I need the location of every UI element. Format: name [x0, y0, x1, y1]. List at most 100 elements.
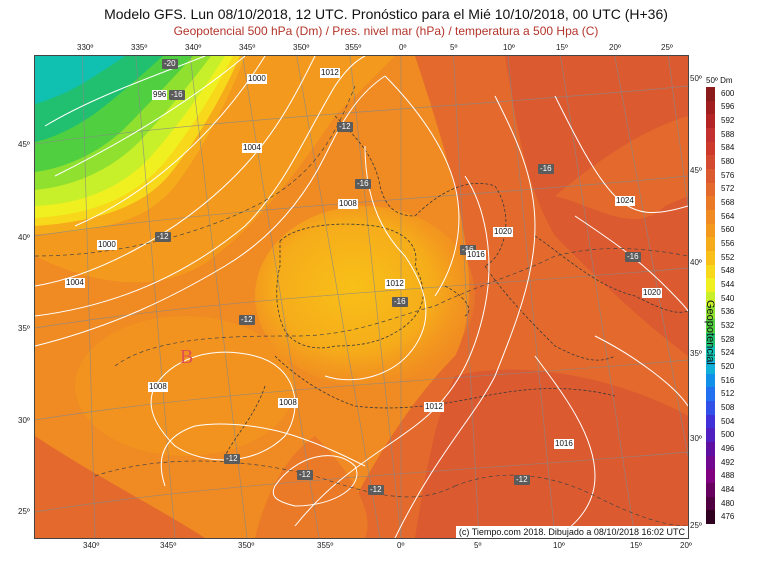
lon-bottom-label: 10º	[553, 541, 565, 550]
colorbar-level-label: 576	[721, 170, 735, 180]
colorbar-level-label: 584	[721, 143, 735, 153]
colorbar-swatch	[706, 237, 715, 251]
pressure-label: 996	[152, 90, 168, 100]
low-pressure-marker: B	[180, 346, 194, 368]
colorbar-swatch	[706, 87, 715, 101]
isobars	[35, 56, 688, 538]
colorbar-swatch	[706, 510, 715, 524]
colorbar	[706, 87, 715, 524]
temperature-label: -12	[297, 470, 313, 480]
colorbar-level-label: 540	[721, 293, 735, 303]
lon-top-label: 335º	[131, 43, 148, 52]
temperature-label: -12	[368, 485, 384, 495]
colorbar-level-label: 476	[721, 512, 735, 522]
colorbar-swatch	[706, 319, 715, 333]
temperature-label: -12	[155, 232, 171, 242]
lat-left-label: 40º	[18, 233, 30, 242]
colorbar-swatch	[706, 360, 715, 374]
colorbar-level-label: 516	[721, 375, 735, 385]
colorbar-level-label: 544	[721, 280, 735, 290]
lon-bottom-label: 0º	[397, 541, 405, 550]
lon-top-label: 20º	[609, 43, 621, 52]
colorbar-swatch	[706, 141, 715, 156]
temperature-label: -16	[355, 179, 371, 189]
pressure-label: 1016	[466, 250, 486, 260]
temperature-label: -12	[239, 315, 255, 325]
lon-top-label: 10º	[503, 43, 515, 52]
colorbar-swatch	[706, 414, 715, 429]
lon-bottom-label: 20º	[680, 541, 692, 550]
temperature-label: -12	[514, 475, 530, 485]
colorbar-level-label: 564	[721, 211, 735, 221]
colorbar-swatch	[706, 332, 715, 347]
colorbar-level-label: 492	[721, 457, 735, 467]
colorbar-swatch	[706, 387, 715, 402]
colorbar-swatch	[706, 100, 715, 115]
colorbar-level-label: 504	[721, 416, 735, 426]
pressure-label: 1012	[320, 68, 340, 78]
lon-top-label: 350º	[293, 43, 310, 52]
lon-top-label: 25º	[661, 43, 673, 52]
lat-right-label: 45º	[690, 166, 702, 175]
colorbar-swatch	[706, 401, 715, 415]
colorbar-level-label: 480	[721, 498, 735, 508]
colorbar-level-label: 560	[721, 225, 735, 235]
colorbar-level-label: 592	[721, 116, 735, 126]
pressure-label: 1012	[424, 402, 444, 412]
pressure-label: 1016	[554, 439, 574, 449]
lat-right-label: 40º	[690, 258, 702, 267]
colorbar-level-label: 520	[721, 361, 735, 371]
colorbar-level-label: 488	[721, 471, 735, 481]
colorbar-swatch	[706, 455, 715, 470]
colorbar-level-label: 508	[721, 402, 735, 412]
colorbar-level-label: 496	[721, 443, 735, 453]
colorbar-swatch	[706, 250, 715, 265]
colorbar-level-label: 552	[721, 252, 735, 262]
colorbar-title: Geopotencial	[704, 300, 716, 365]
colorbar-swatch	[706, 373, 715, 388]
temperature-label: -12	[224, 454, 240, 464]
temperature-label: -16	[538, 164, 554, 174]
lon-top-label: 0º	[399, 43, 407, 52]
colorbar-level-label: 580	[721, 157, 735, 167]
lon-bottom-label: 355º	[317, 541, 334, 550]
colorbar-swatch	[706, 155, 715, 169]
temperature-label: -16	[625, 252, 641, 262]
pressure-label: 1020	[493, 227, 513, 237]
lat-left-label: 35º	[18, 324, 30, 333]
colorbar-swatch	[706, 196, 715, 210]
pressure-label: 1020	[642, 288, 662, 298]
lon-bottom-label: 350º	[238, 541, 255, 550]
lon-bottom-label: 345º	[160, 541, 177, 550]
pressure-label: 1000	[97, 240, 117, 250]
colorbar-unit: 50º Dm	[706, 76, 733, 85]
colorbar-top-lat: 50º	[706, 76, 718, 85]
colorbar-level-label: 556	[721, 239, 735, 249]
colorbar-swatch	[706, 223, 715, 238]
lon-top-label: 355º	[345, 43, 362, 52]
colorbar-swatch	[706, 442, 715, 456]
lat-right-label: 30º	[690, 434, 702, 443]
colorbar-swatch	[706, 264, 715, 279]
pressure-label: 1012	[385, 279, 405, 289]
colorbar-swatch	[706, 127, 715, 142]
geopotential-field	[35, 56, 688, 538]
colorbar-swatch	[706, 469, 715, 484]
pressure-label: 1008	[338, 199, 358, 209]
temperature-label: -16	[392, 297, 408, 307]
lat-right-label: 25º	[690, 521, 702, 530]
credit-text: (c) Tiempo.com 2018. Dibujado a 08/10/20…	[455, 526, 688, 538]
colorbar-swatch	[706, 428, 715, 443]
colorbar-swatch	[706, 291, 715, 306]
lat-right-label: 35º	[690, 349, 702, 358]
colorbar-level-label: 500	[721, 430, 735, 440]
temperature-label: -20	[162, 59, 178, 69]
colorbar-level-label: 596	[721, 102, 735, 112]
colorbar-level-label: 524	[721, 348, 735, 358]
colorbar-level-label: 528	[721, 334, 735, 344]
lon-bottom-label: 5º	[474, 541, 482, 550]
lat-left-label: 25º	[18, 507, 30, 516]
lon-top-label: 345º	[239, 43, 256, 52]
colorbar-level-label: 548	[721, 266, 735, 276]
lon-top-label: 15º	[556, 43, 568, 52]
